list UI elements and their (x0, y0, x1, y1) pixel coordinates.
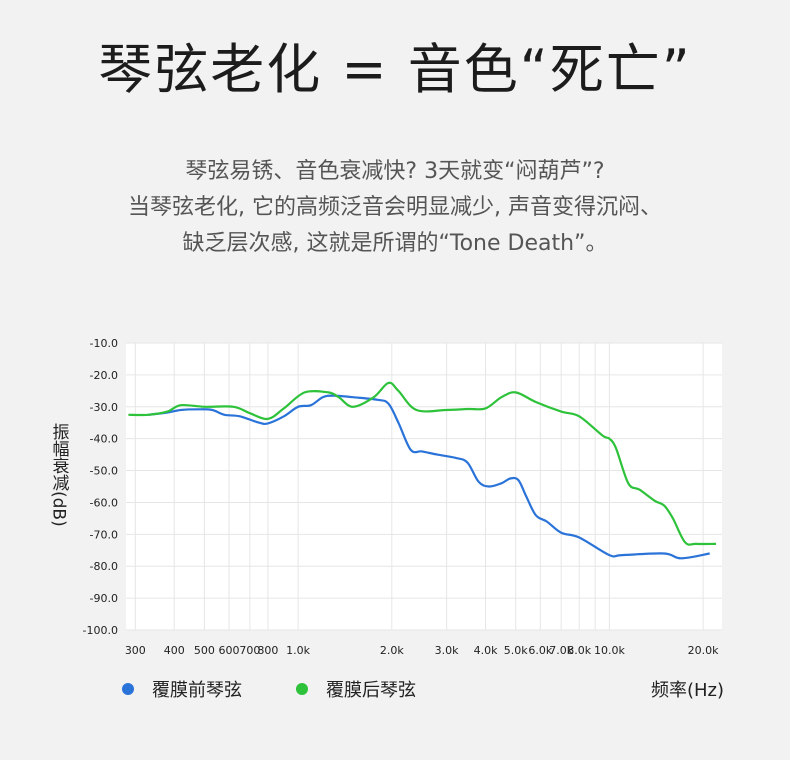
x-tick-label: 300 (125, 644, 146, 657)
x-tick-label: 7.0k (549, 644, 573, 657)
legend-marker-after (296, 683, 308, 695)
legend-item-after: 覆膜后琴弦 (296, 676, 416, 702)
grid (126, 342, 722, 631)
legend-label-after: 覆膜后琴弦 (326, 680, 416, 701)
legend-marker-before (122, 683, 134, 695)
x-tick-label: 10.0k (594, 644, 625, 657)
series-line-after (128, 381, 717, 546)
x-tick-label: 800 (257, 644, 278, 657)
series-line-before (148, 394, 710, 560)
x-tick-label: 5.0k (504, 644, 528, 657)
y-tick-label: -100.0 (83, 624, 118, 637)
description: 琴弦易锈、音色衰减快? 3天就变“闷葫芦”? 当琴弦老化, 它的高频泛音会明显减… (0, 154, 790, 262)
x-tick-label: 500 (194, 644, 215, 657)
x-tick-label: 3.0k (435, 644, 459, 657)
y-tick-label: -60.0 (90, 496, 118, 509)
series-lines (128, 381, 717, 560)
x-tick-label: 4.0k (474, 644, 498, 657)
x-tick-label: 20.0k (688, 644, 719, 657)
x-tick-label: 700 (239, 644, 260, 657)
x-tick-label: 1.0k (286, 644, 310, 657)
legend-item-before: 覆膜前琴弦 (122, 676, 242, 702)
y-tick-label: -90.0 (90, 592, 118, 605)
y-tick-labels: -10.0 -20.0 -30.0 -40.0 -50.0 -60.0 -70.0 -80.0… (83, 337, 118, 637)
description-line-3: 缺乏层次感, 这就是所谓的“Tone Death”。 (182, 231, 608, 256)
y-tick-label: -20.0 (90, 369, 118, 382)
y-axis-label: 振幅衰减(dB) (48, 423, 69, 527)
plot-area (126, 343, 722, 630)
description-line-1: 琴弦易锈、音色衰减快? 3天就变“闷葫芦”? (185, 159, 605, 184)
y-tick-label: -40.0 (90, 433, 118, 446)
y-tick-label: -80.0 (90, 560, 118, 573)
y-tick-label: -50.0 (90, 465, 118, 478)
x-tick-label: 8.0k (567, 644, 591, 657)
x-axis-label: 频率(Hz) (650, 680, 724, 701)
x-tick-label: 6.0k (528, 644, 552, 657)
y-tick-label: -30.0 (90, 401, 118, 414)
x-tick-label: 400 (164, 644, 185, 657)
y-tick-label: -10.0 (90, 337, 118, 350)
legend-label-before: 覆膜前琴弦 (152, 680, 242, 701)
description-line-2: 当琴弦老化, 它的高频泛音会明显减少, 声音变得沉闷、 (128, 195, 662, 220)
x-tick-label: 2.0k (380, 644, 404, 657)
x-tick-label: 600 (219, 644, 240, 657)
page-title: 琴弦老化 = 音色“死亡” (98, 38, 692, 101)
y-tick-label: -70.0 (90, 528, 118, 541)
